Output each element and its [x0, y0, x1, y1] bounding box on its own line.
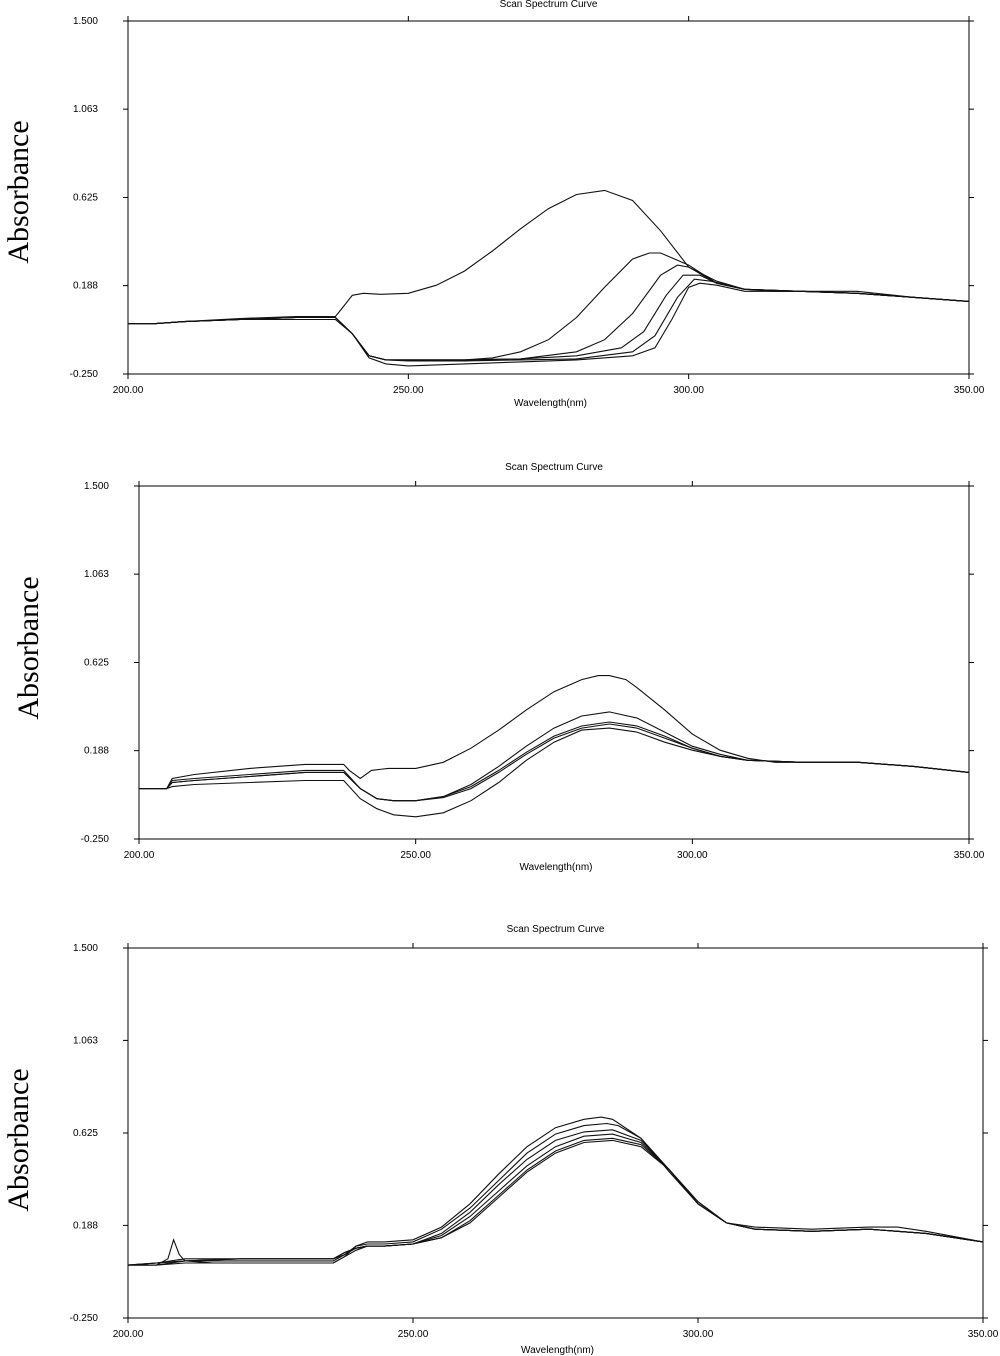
x-tick-label: 300.00 [673, 385, 704, 396]
x-tick-label: 250.00 [400, 850, 431, 861]
y-tick-label: -0.250 [70, 369, 99, 380]
x-tick-label: 350.00 [954, 385, 985, 396]
y-axis-label: Absorbance [12, 576, 45, 719]
chart-title: Scan Spectrum Curve [500, 0, 598, 10]
x-tick-label: 200.00 [113, 1329, 144, 1340]
y-tick-label: 1.500 [73, 943, 98, 954]
plot-frame [138, 485, 970, 840]
y-tick-label: 0.188 [84, 746, 109, 757]
spectrum-curve-5 [139, 727, 970, 818]
x-axis-label: Wavelength(nm) [514, 398, 587, 409]
chart-title: Scan Spectrum Curve [507, 924, 605, 935]
y-tick-label: 0.625 [73, 193, 98, 204]
spectrum-curve-3 [139, 721, 970, 802]
spectrum-curve-6 [128, 282, 970, 367]
x-tick-label: 250.00 [398, 1329, 429, 1340]
x-tick-label: 350.00 [968, 1329, 999, 1340]
y-tick-label: 1.500 [84, 481, 109, 492]
spectrum-curve-2 [127, 1122, 984, 1266]
spectrum-curve-3 [128, 264, 970, 361]
x-tick-label: 350.00 [954, 850, 985, 861]
y-tick-label: -0.250 [81, 834, 110, 845]
y-tick-label: 1.063 [73, 104, 98, 115]
x-axis-label: Wavelength(nm) [521, 1345, 594, 1356]
spectrum-curve-2 [128, 252, 970, 361]
chart-panel-1: Scan Spectrum Curve Wavelength(nm) Absorba… [2, 0, 985, 409]
spectrum-curve-6 [128, 1139, 984, 1266]
spectrum-curve-3 [127, 1129, 984, 1266]
x-tick-label: 200.00 [124, 850, 155, 861]
x-axis-label: Wavelength(nm) [520, 862, 593, 873]
spectrum-curve-5 [128, 278, 970, 362]
spectrum-curve-5 [128, 1137, 984, 1266]
y-tick-label: 1.063 [84, 569, 109, 580]
y-tick-label: -0.250 [70, 1313, 99, 1324]
chart-title: Scan Spectrum Curve [505, 462, 603, 473]
x-tick-label: 300.00 [683, 1329, 714, 1340]
x-tick-label: 200.00 [113, 385, 144, 396]
plot-frame [127, 20, 970, 375]
y-tick-label: 0.625 [84, 658, 109, 669]
chart-panel-2: Scan Spectrum Curve Wavelength(nm) Absorba… [12, 462, 985, 873]
spectrum-curve-2 [139, 711, 970, 802]
y-tick-label: 1.500 [73, 16, 98, 27]
spectrum-curve-1 [128, 1116, 984, 1266]
y-tick-label: 0.625 [73, 1128, 98, 1139]
y-axis-label: Absorbance [2, 1068, 35, 1211]
spectrum-curve-1 [128, 189, 970, 325]
y-axis-label: Absorbance [2, 120, 35, 263]
x-tick-label: 250.00 [393, 385, 424, 396]
chart-panel-3: Scan Spectrum Curve Wavelength(nm) Absorba… [2, 924, 999, 1356]
x-tick-label: 300.00 [677, 850, 708, 861]
spectrum-curve-1 [139, 675, 970, 790]
y-tick-label: 1.063 [73, 1035, 98, 1046]
y-tick-label: 0.188 [73, 281, 98, 292]
y-tick-label: 0.188 [73, 1220, 98, 1231]
